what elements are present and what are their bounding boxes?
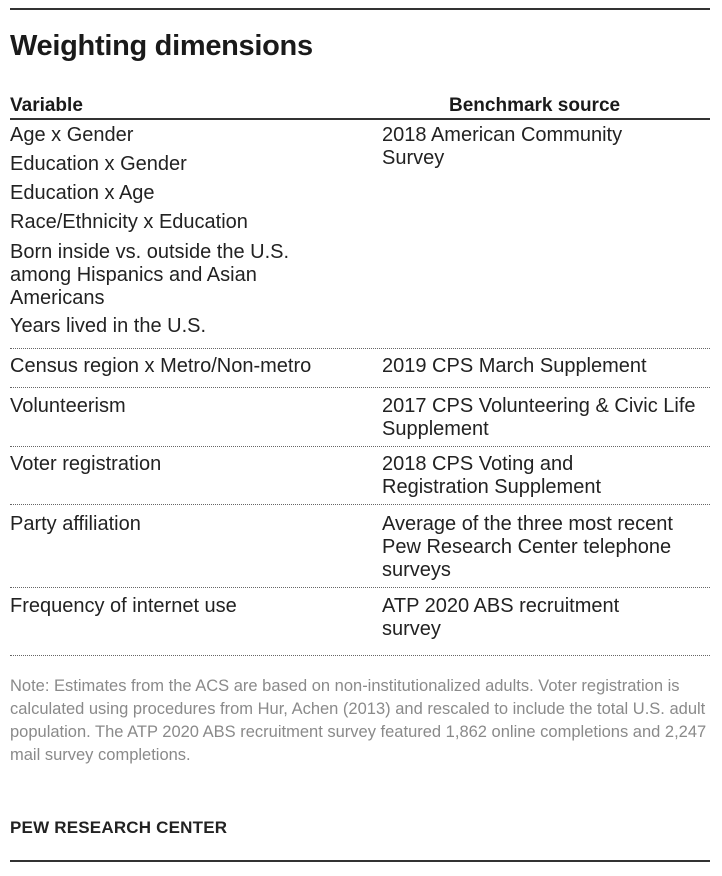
row-divider xyxy=(10,587,710,588)
table-bottom-divider xyxy=(10,655,710,656)
row-divider xyxy=(10,387,710,388)
table-cell-variable: Education x Gender xyxy=(10,153,187,175)
table-cell-benchmark-source: 2018 CPS Voting and Registration Supplem… xyxy=(382,453,602,498)
top-rule xyxy=(10,8,710,10)
table-cell-benchmark-source: 2019 CPS March Supplement xyxy=(382,355,647,377)
header-rule xyxy=(10,118,710,120)
table-cell-variable: Voter registration xyxy=(10,453,162,475)
table-cell-variable: Volunteerism xyxy=(10,395,126,417)
column-header-benchmark-source: Benchmark source xyxy=(449,95,621,116)
table-cell-variable: Born inside vs. outside the U.S. among H… xyxy=(10,241,290,309)
table-cell-variable: Education x Age xyxy=(10,182,155,204)
row-divider xyxy=(10,348,710,349)
table-cell-benchmark-source: 2018 American Community Survey xyxy=(382,124,623,169)
footnote: Note: Estimates from the ACS are based o… xyxy=(10,677,707,764)
page-title: Weighting dimensions xyxy=(10,30,313,62)
row-divider xyxy=(10,446,710,447)
column-header-variable: Variable xyxy=(10,95,83,116)
table-cell-variable: Age x Gender xyxy=(10,124,134,146)
table-cell-variable: Race/Ethnicity x Education xyxy=(10,211,248,233)
table-cell-benchmark-source: 2017 CPS Volunteering & Civic Life Suppl… xyxy=(382,395,696,440)
table-cell-variable: Party affiliation xyxy=(10,513,141,535)
table-cell-variable: Census region x Metro/Non-metro xyxy=(10,355,312,377)
table-cell-variable: Frequency of internet use xyxy=(10,595,237,617)
source-footer: PEW RESEARCH CENTER xyxy=(10,818,228,837)
table-cell-benchmark-source: ATP 2020 ABS recruitment survey xyxy=(382,595,620,640)
row-divider xyxy=(10,504,710,505)
bottom-rule xyxy=(10,860,710,862)
table-cell-benchmark-source: Average of the three most recent Pew Res… xyxy=(382,513,673,581)
table-cell-variable: Years lived in the U.S. xyxy=(10,315,207,337)
